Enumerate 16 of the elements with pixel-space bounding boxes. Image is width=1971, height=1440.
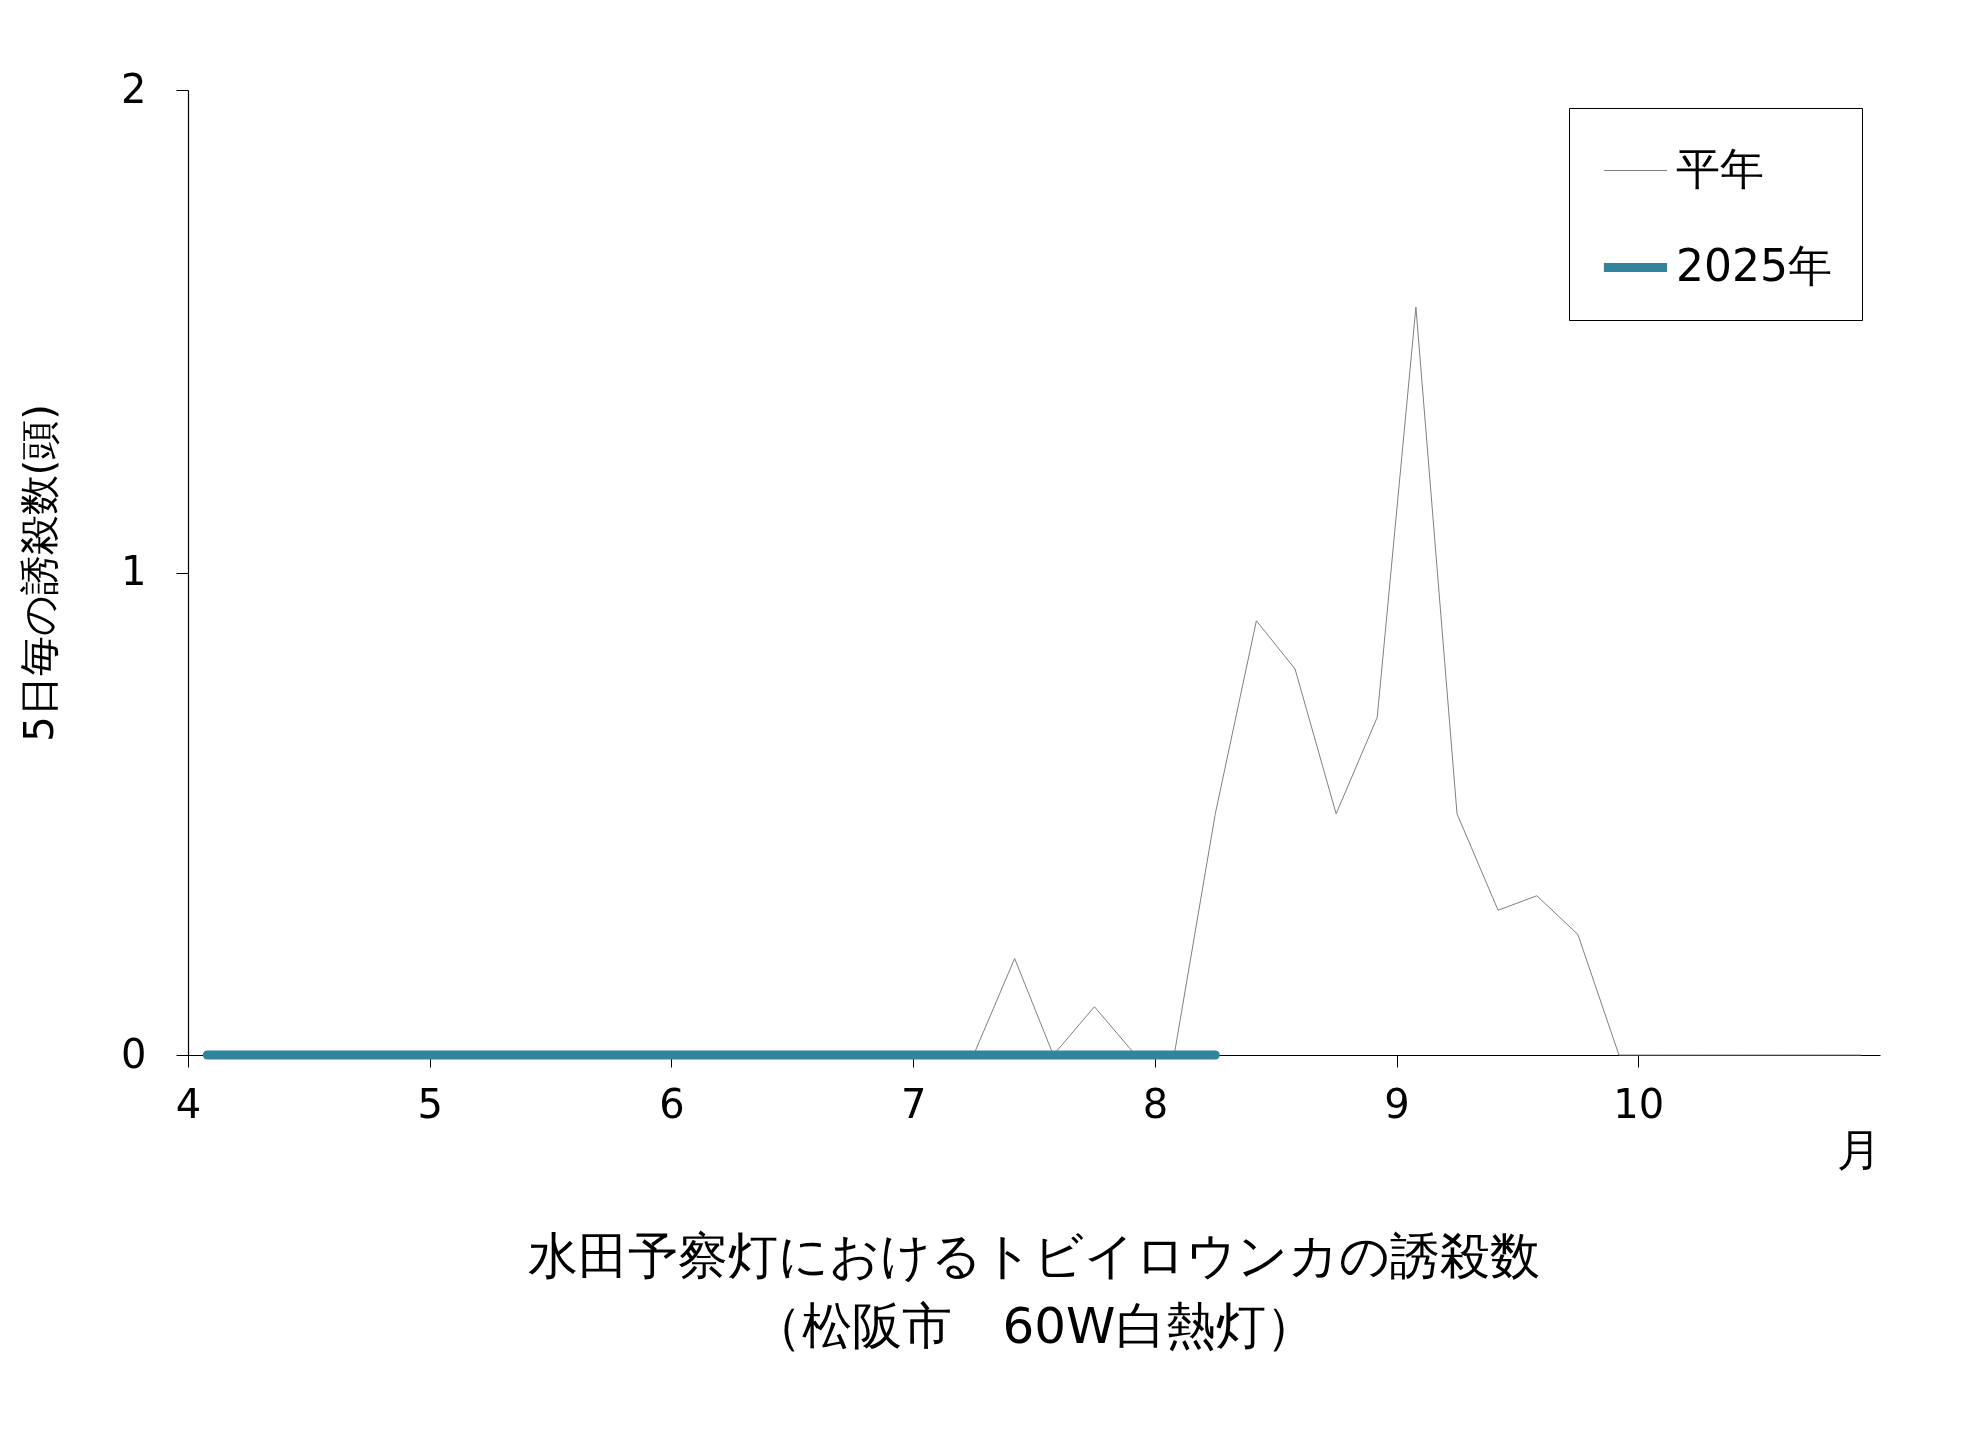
y-axis-title: 5日毎の誘殺数(頭) bbox=[16, 404, 63, 742]
x-tick-label: 7 bbox=[900, 1080, 927, 1127]
x-tick-label: 10 bbox=[1613, 1080, 1665, 1127]
y-tick-label: 0 bbox=[121, 1030, 147, 1077]
legend-label: 2025年 bbox=[1676, 239, 1832, 291]
y-tick-label: 1 bbox=[121, 548, 147, 594]
x-tick-label: 8 bbox=[1142, 1080, 1169, 1127]
text: 水田予察灯におけるトビイロウンカの誘殺数 bbox=[528, 1227, 1540, 1285]
legend-label: 平年 bbox=[1676, 142, 1764, 194]
x-tick-label: 6 bbox=[659, 1080, 685, 1127]
y-tick-label: 2 bbox=[121, 65, 147, 112]
x-axis-title: 月 bbox=[1836, 1123, 1881, 1175]
x-tick-label: 9 bbox=[1384, 1080, 1410, 1127]
text: （松阪市 60W白熱灯） bbox=[752, 1297, 1316, 1355]
x-tick-label: 5 bbox=[417, 1080, 443, 1127]
x-tick-label: 4 bbox=[175, 1080, 202, 1127]
